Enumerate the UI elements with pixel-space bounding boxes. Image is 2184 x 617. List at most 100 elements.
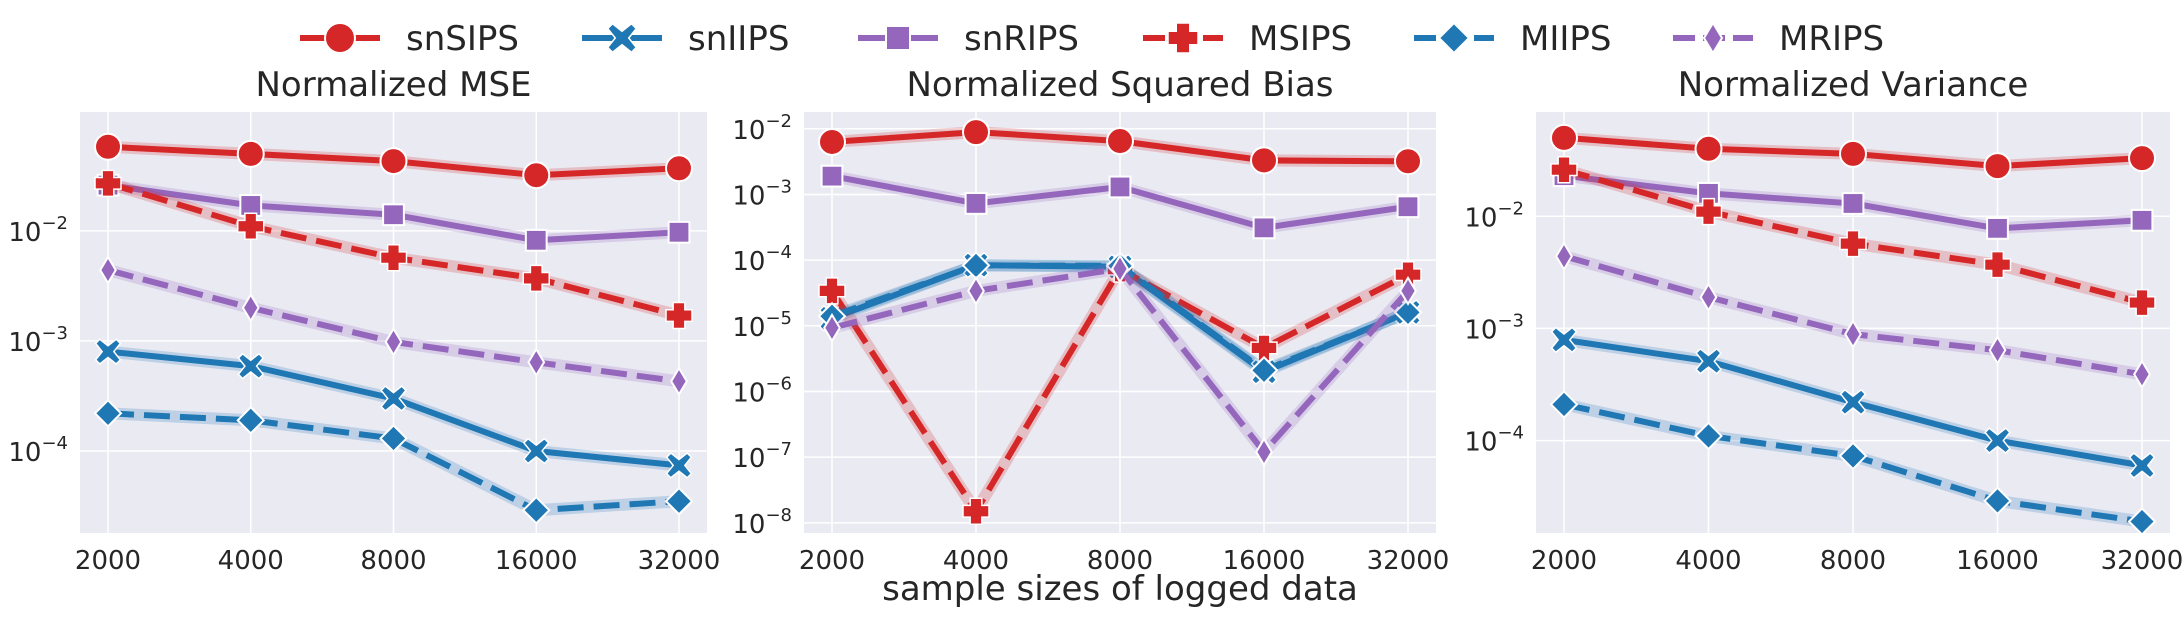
series-snsips <box>94 132 693 190</box>
legend-marker-snsips <box>324 22 356 54</box>
point-miips <box>1393 297 1423 327</box>
point-snsips <box>1839 139 1867 168</box>
point-miips <box>2127 507 2157 536</box>
point-mrips <box>1555 241 1573 272</box>
point-snsips <box>1106 127 1134 156</box>
point-snsips <box>818 127 846 156</box>
point-miips <box>236 405 266 435</box>
panel-title: Normalized Squared Bias <box>906 65 1333 105</box>
series-snrips <box>820 164 1420 240</box>
point-snrips <box>1396 195 1420 219</box>
point-mrips <box>384 326 403 357</box>
point-miips <box>1838 441 1868 471</box>
series-line-miips <box>107 410 680 514</box>
point-sniips <box>1695 347 1722 375</box>
x-tick-label: 16000 <box>1956 546 2039 576</box>
y-tick-label: 10−4 <box>1464 423 1524 458</box>
x-tick-label: 8000 <box>360 546 426 576</box>
panel-title: Normalized MSE <box>255 65 531 105</box>
y-tick-label: 10−8 <box>732 505 792 540</box>
x-tick-label: 16000 <box>495 546 578 576</box>
point-mrips <box>241 292 260 323</box>
point-mrips <box>1844 319 1862 350</box>
point-snrips <box>524 228 548 252</box>
point-sniips <box>1839 388 1867 416</box>
point-sniips <box>237 352 265 380</box>
point-mrips <box>1399 275 1417 306</box>
x-tick-label: 32000 <box>638 546 721 576</box>
point-msips <box>237 212 265 241</box>
legend-marker-msips <box>1167 22 1199 54</box>
series-msips <box>1550 155 2156 317</box>
point-sniips <box>380 385 407 412</box>
point-msips <box>665 301 693 330</box>
legend-item-snrips: snRIPS <box>858 19 1079 59</box>
point-snrips <box>964 192 988 215</box>
legend-label-miips: MIIPS <box>1520 19 1611 59</box>
point-msips <box>962 497 990 526</box>
y-tick-label: 10−4 <box>732 242 792 277</box>
panel-normalized-mse: 2000 4000 8000 16000 32000 10−4 10−3 10−2 Normal… <box>8 65 720 576</box>
point-snsips <box>665 154 693 183</box>
x-tick-label: 32000 <box>1367 546 1450 576</box>
point-msips <box>2128 288 2156 317</box>
x-tick-label: 16000 <box>1223 546 1306 576</box>
y-tick-label: 10−6 <box>732 373 792 408</box>
point-miips <box>521 495 551 525</box>
x-tick-label: 8000 <box>1820 546 1886 576</box>
x-axis-label: sample sizes of logged data <box>882 569 1358 609</box>
point-snsips <box>236 139 265 168</box>
point-msips <box>379 243 408 272</box>
point-mrips <box>823 312 841 343</box>
y-tick-label: 10−3 <box>1464 310 1524 345</box>
y-tick-label: 10−2 <box>8 213 68 248</box>
point-mrips <box>1255 437 1273 467</box>
point-sniips <box>2128 452 2156 479</box>
series-miips <box>1549 390 2157 536</box>
point-snrips <box>820 164 844 188</box>
panel-normalized-squared-bias: 2000 4000 8000 16000 32000 10−8 10−7 10−6 10−5 10… <box>732 65 1449 576</box>
point-snsips <box>1250 146 1278 175</box>
point-mrips <box>967 275 985 306</box>
point-msips <box>1550 155 1578 184</box>
point-msips <box>94 169 122 198</box>
y-tick-label: 10−2 <box>1464 198 1524 233</box>
point-miips <box>379 424 408 453</box>
point-sniips <box>1984 427 2011 454</box>
point-snrips <box>1108 175 1132 199</box>
point-sniips <box>522 437 550 465</box>
point-miips <box>1549 390 1579 419</box>
legend-marker-snrips <box>885 25 911 51</box>
point-snsips <box>962 118 990 147</box>
point-miips <box>93 398 123 428</box>
y-tick-label: 10−5 <box>732 308 792 343</box>
panel-normalized-variance: 2000 4000 8000 16000 32000 10−4 10−3 10−2 Normal… <box>1464 65 2183 576</box>
legend-label-snsips: snSIPS <box>406 19 519 59</box>
x-tick-label: 2000 <box>75 546 141 576</box>
point-mrips <box>670 366 688 397</box>
point-msips <box>522 264 550 293</box>
legend-item-miips: MIIPS <box>1414 19 1611 59</box>
series-snsips <box>1550 123 2156 181</box>
point-snsips <box>1983 152 2012 181</box>
point-snsips <box>522 161 551 190</box>
legend-marker-mrips <box>1702 21 1724 55</box>
legend-marker-sniips <box>606 22 638 54</box>
point-msips <box>1250 334 1278 362</box>
point-snsips <box>2128 144 2156 173</box>
point-miips <box>1249 355 1279 385</box>
point-mrips <box>527 347 546 378</box>
series-sniips <box>1550 326 2156 479</box>
point-snrips <box>2130 208 2154 232</box>
point-sniips <box>665 452 693 479</box>
point-snsips <box>94 132 122 161</box>
legend-item-sniips: snIIPS <box>582 19 789 59</box>
y-tick-label: 10−4 <box>8 433 68 468</box>
point-snsips <box>1394 147 1422 176</box>
point-snsips <box>1550 123 1578 152</box>
point-msips <box>1839 229 1867 258</box>
legend-item-mrips: MRIPS <box>1673 19 1884 59</box>
point-snrips <box>1252 216 1276 240</box>
point-mrips <box>1699 282 1718 313</box>
x-tick-label: 32000 <box>2101 546 2184 576</box>
